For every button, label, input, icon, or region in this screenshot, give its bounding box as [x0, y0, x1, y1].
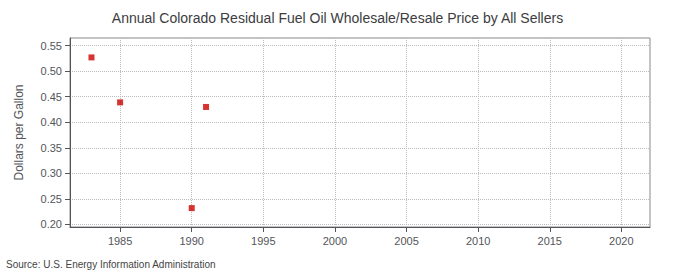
svg-text:2000: 2000: [323, 235, 347, 247]
svg-text:0.40: 0.40: [41, 116, 62, 128]
svg-text:2010: 2010: [466, 235, 490, 247]
svg-text:0.35: 0.35: [41, 142, 62, 154]
svg-text:2015: 2015: [538, 235, 562, 247]
svg-text:2005: 2005: [394, 235, 418, 247]
svg-text:0.25: 0.25: [41, 193, 62, 205]
svg-text:1985: 1985: [108, 235, 132, 247]
svg-text:0.50: 0.50: [41, 65, 62, 77]
svg-text:0.20: 0.20: [41, 218, 62, 230]
svg-text:0.30: 0.30: [41, 167, 62, 179]
svg-text:Source: U.S. Energy Informatio: Source: U.S. Energy Information Administ…: [6, 259, 216, 270]
svg-text:0.55: 0.55: [41, 40, 62, 52]
svg-text:Annual Colorado Residual Fuel: Annual Colorado Residual Fuel Oil Wholes…: [112, 10, 563, 26]
svg-text:2020: 2020: [609, 235, 633, 247]
svg-text:Dollars per Gallon: Dollars per Gallon: [12, 84, 26, 180]
svg-text:1990: 1990: [179, 235, 203, 247]
svg-text:1995: 1995: [251, 235, 275, 247]
svg-text:0.45: 0.45: [41, 91, 62, 103]
